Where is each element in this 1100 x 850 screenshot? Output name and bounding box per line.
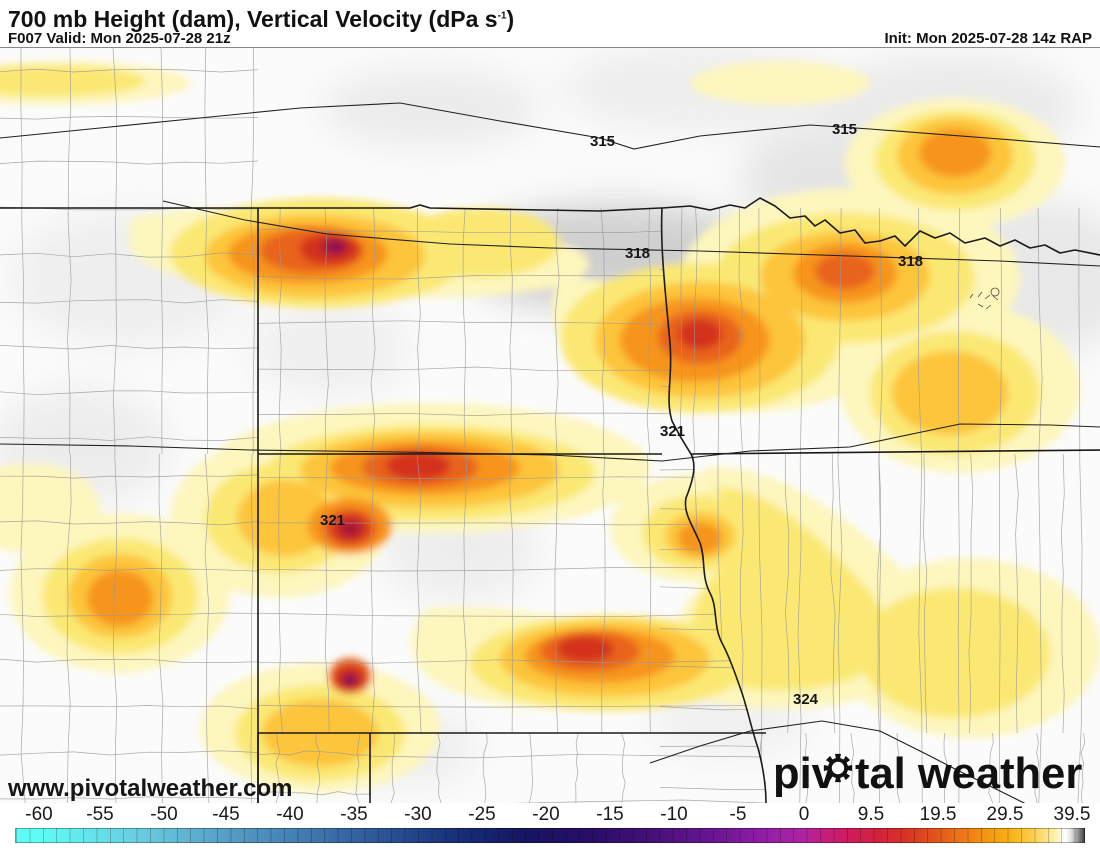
svg-text:315: 315 [832,121,857,138]
svg-text:321: 321 [320,512,345,529]
svg-text:piv: piv [773,750,836,798]
svg-text:318: 318 [625,245,650,262]
svg-text:315: 315 [590,133,615,150]
svg-text:321: 321 [660,423,685,440]
svg-text:318: 318 [898,253,923,270]
svg-text:324: 324 [793,691,819,708]
svg-text:tal weather: tal weather [855,750,1082,798]
